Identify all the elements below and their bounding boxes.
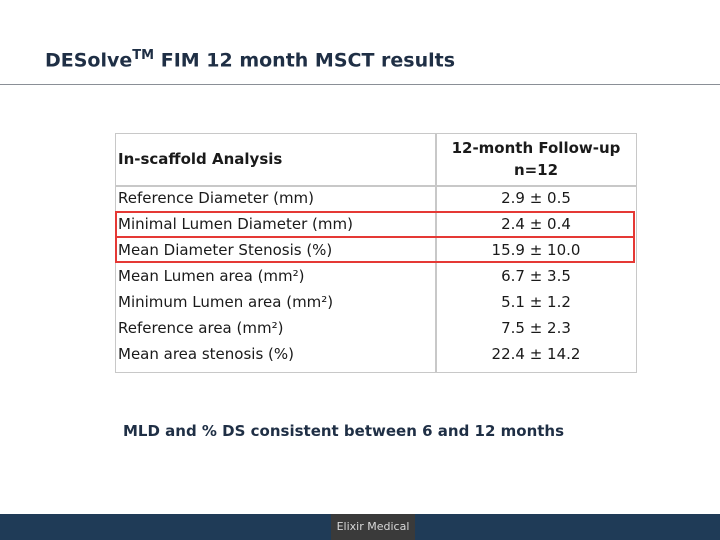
body-cell-left: [115, 185, 437, 373]
slide-title: DESolveTM FIM 12 month MSCT results: [45, 48, 455, 71]
body-cell-right: [435, 185, 637, 373]
table-row-label: Minimum Lumen area (mm²): [118, 293, 334, 311]
header-cell-right: [435, 133, 637, 187]
followup-n: n=12: [513, 161, 559, 179]
table-row-value: 5.1 ± 1.2: [501, 293, 571, 311]
table-row-label: Mean Diameter Stenosis (%): [118, 241, 333, 259]
table-row-label: Mean area stenosis (%): [118, 345, 294, 363]
footer-logo: Elixir Medical: [331, 514, 415, 540]
conclusion-text: MLD and % DS consistent between 6 and 12…: [123, 422, 565, 440]
table-row-value: 7.5 ± 2.3: [501, 319, 571, 337]
trademark-superscript: TM: [132, 48, 155, 63]
header-cell-left: [115, 133, 437, 187]
followup-title: 12-month Follow-up: [451, 139, 621, 157]
table-row-value: 15.9 ± 10.0: [491, 241, 581, 259]
table-row-label: Mean Lumen area (mm²): [118, 267, 305, 285]
title-divider: [0, 84, 720, 85]
table-row-value: 2.9 ± 0.5: [501, 189, 571, 207]
table-row-label: Reference Diameter (mm): [118, 189, 315, 207]
table-row-label: Minimal Lumen Diameter (mm): [118, 215, 353, 233]
results-table: In-scaffold Analysis 12-month Follow-up …: [115, 133, 637, 373]
table-row-value: 2.4 ± 0.4: [501, 215, 571, 233]
table-row-label: Reference area (mm²): [118, 319, 284, 337]
slide-title-main: DESolve: [45, 49, 133, 72]
table-row-value: 22.4 ± 14.2: [491, 345, 581, 363]
slide-title-rest: FIM 12 month MSCT results: [154, 49, 456, 72]
column-header-analysis: In-scaffold Analysis: [118, 150, 283, 168]
table-row-value: 6.7 ± 3.5: [501, 267, 571, 285]
highlight-separator: [115, 236, 635, 238]
column-header-followup: 12-month Follow-up n=12: [438, 137, 634, 181]
